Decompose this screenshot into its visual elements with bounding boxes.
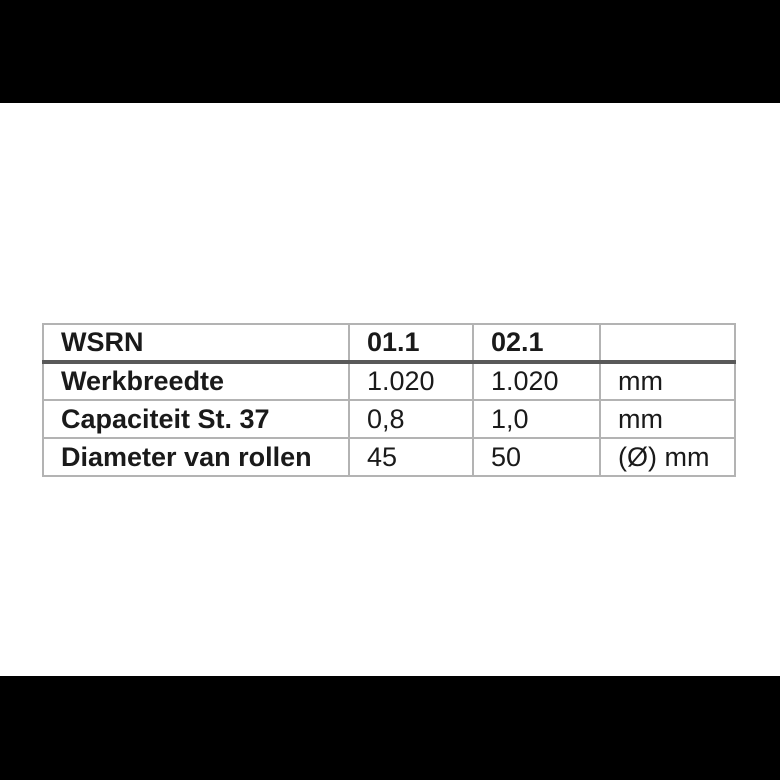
row-unit: mm bbox=[599, 361, 736, 401]
table-header-unit bbox=[599, 323, 736, 364]
row-label: Diameter van rollen bbox=[42, 437, 350, 477]
table-header-row: WSRN 01.1 02.1 bbox=[42, 323, 736, 364]
table-row-werkbreedte: Werkbreedte 1.020 1.020 mm bbox=[42, 361, 736, 401]
table-header-model-1: 01.1 bbox=[348, 323, 474, 364]
row-unit: (Ø) mm bbox=[599, 437, 736, 477]
table-header-series: WSRN bbox=[42, 323, 350, 364]
table-header-model-2: 02.1 bbox=[472, 323, 601, 364]
row-value-model-1: 0,8 bbox=[348, 399, 474, 439]
table-row-diameter: Diameter van rollen 45 50 (Ø) mm bbox=[42, 437, 736, 477]
row-value-model-2: 1.020 bbox=[472, 361, 601, 401]
table-row-capaciteit: Capaciteit St. 37 0,8 1,0 mm bbox=[42, 399, 736, 439]
row-value-model-2: 50 bbox=[472, 437, 601, 477]
row-value-model-1: 1.020 bbox=[348, 361, 474, 401]
letterbox-bar-top bbox=[0, 0, 780, 103]
row-label: Werkbreedte bbox=[42, 361, 350, 401]
row-value-model-1: 45 bbox=[348, 437, 474, 477]
row-value-model-2: 1,0 bbox=[472, 399, 601, 439]
content-panel: WSRN 01.1 02.1 Werkbreedte 1.020 1.020 m… bbox=[0, 103, 780, 676]
letterbox-bar-bottom bbox=[0, 676, 780, 780]
specification-table: WSRN 01.1 02.1 Werkbreedte 1.020 1.020 m… bbox=[42, 323, 736, 477]
row-unit: mm bbox=[599, 399, 736, 439]
row-label: Capaciteit St. 37 bbox=[42, 399, 350, 439]
